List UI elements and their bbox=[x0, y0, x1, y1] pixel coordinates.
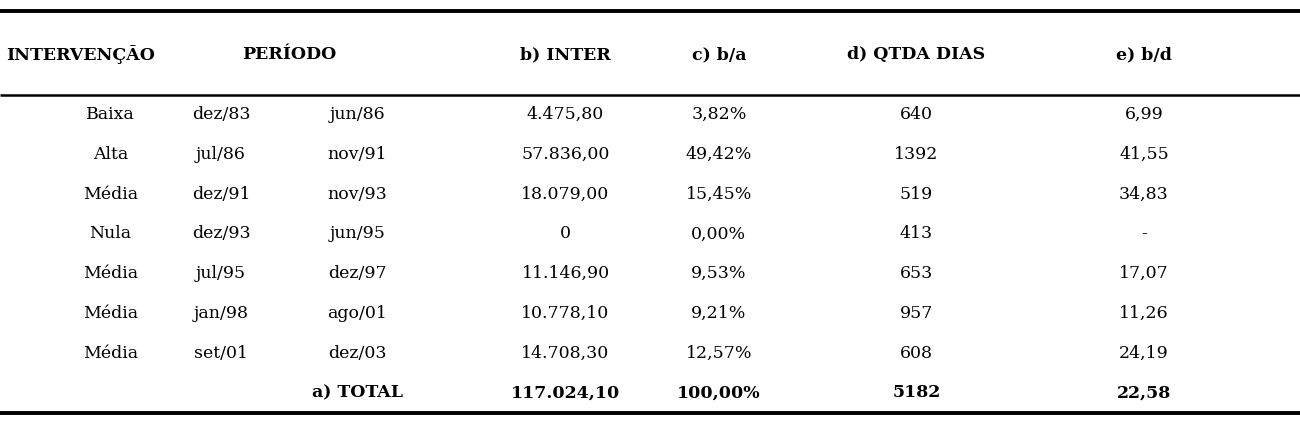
Text: jun/95: jun/95 bbox=[330, 225, 385, 243]
Text: jul/86: jul/86 bbox=[196, 146, 246, 163]
Text: 18.079,00: 18.079,00 bbox=[521, 186, 610, 203]
Text: jul/95: jul/95 bbox=[196, 265, 246, 282]
Text: 1392: 1392 bbox=[894, 146, 939, 163]
Text: ago/01: ago/01 bbox=[328, 305, 387, 322]
Text: 0: 0 bbox=[560, 225, 571, 243]
Text: a) TOTAL: a) TOTAL bbox=[312, 384, 403, 401]
Text: nov/93: nov/93 bbox=[328, 186, 387, 203]
Text: Alta: Alta bbox=[92, 146, 129, 163]
Text: 12,57%: 12,57% bbox=[685, 345, 753, 362]
Text: 24,19: 24,19 bbox=[1119, 345, 1169, 362]
Text: Média: Média bbox=[83, 345, 138, 362]
Text: dez/93: dez/93 bbox=[191, 225, 251, 243]
Text: INTERVENÇÃO: INTERVENÇÃO bbox=[6, 46, 156, 64]
Text: c) b/a: c) b/a bbox=[692, 46, 746, 63]
Text: 4.475,80: 4.475,80 bbox=[526, 106, 604, 123]
Text: dez/83: dez/83 bbox=[192, 106, 251, 123]
Text: 9,53%: 9,53% bbox=[692, 265, 746, 282]
Text: 519: 519 bbox=[900, 186, 933, 203]
Text: 5182: 5182 bbox=[892, 384, 941, 401]
Text: 117.024,10: 117.024,10 bbox=[511, 384, 620, 401]
Text: 0,00%: 0,00% bbox=[692, 225, 746, 243]
Text: 10.778,10: 10.778,10 bbox=[521, 305, 610, 322]
Text: 57.836,00: 57.836,00 bbox=[521, 146, 610, 163]
Text: jun/86: jun/86 bbox=[330, 106, 385, 123]
Text: 608: 608 bbox=[900, 345, 933, 362]
Text: 14.708,30: 14.708,30 bbox=[521, 345, 610, 362]
Text: d) QTDA DIAS: d) QTDA DIAS bbox=[848, 46, 985, 63]
Text: 413: 413 bbox=[900, 225, 933, 243]
Text: 49,42%: 49,42% bbox=[685, 146, 753, 163]
Text: 17,07: 17,07 bbox=[1119, 265, 1169, 282]
Text: 34,83: 34,83 bbox=[1119, 186, 1169, 203]
Text: 9,21%: 9,21% bbox=[692, 305, 746, 322]
Text: 100,00%: 100,00% bbox=[677, 384, 760, 401]
Text: 653: 653 bbox=[900, 265, 933, 282]
Text: 640: 640 bbox=[900, 106, 933, 123]
Text: e) b/d: e) b/d bbox=[1117, 46, 1171, 63]
Text: 41,55: 41,55 bbox=[1119, 146, 1169, 163]
Text: dez/97: dez/97 bbox=[328, 265, 387, 282]
Text: PERÍODO: PERÍODO bbox=[242, 46, 337, 63]
Text: nov/91: nov/91 bbox=[328, 146, 387, 163]
Text: Média: Média bbox=[83, 305, 138, 322]
Text: Nula: Nula bbox=[90, 225, 131, 243]
Text: 22,58: 22,58 bbox=[1117, 384, 1171, 401]
Text: 6,99: 6,99 bbox=[1124, 106, 1164, 123]
Text: dez/91: dez/91 bbox=[192, 186, 251, 203]
Text: jan/98: jan/98 bbox=[194, 305, 248, 322]
Text: 11,26: 11,26 bbox=[1119, 305, 1169, 322]
Text: b) INTER: b) INTER bbox=[520, 46, 611, 63]
Text: Média: Média bbox=[83, 265, 138, 282]
Text: Média: Média bbox=[83, 186, 138, 203]
Text: 15,45%: 15,45% bbox=[685, 186, 753, 203]
Text: set/01: set/01 bbox=[194, 345, 248, 362]
Text: dez/03: dez/03 bbox=[329, 345, 387, 362]
Text: 11.146,90: 11.146,90 bbox=[521, 265, 610, 282]
Text: Baixa: Baixa bbox=[86, 106, 135, 123]
Text: -: - bbox=[1141, 225, 1147, 243]
Text: 957: 957 bbox=[900, 305, 933, 322]
Text: 3,82%: 3,82% bbox=[692, 106, 746, 123]
